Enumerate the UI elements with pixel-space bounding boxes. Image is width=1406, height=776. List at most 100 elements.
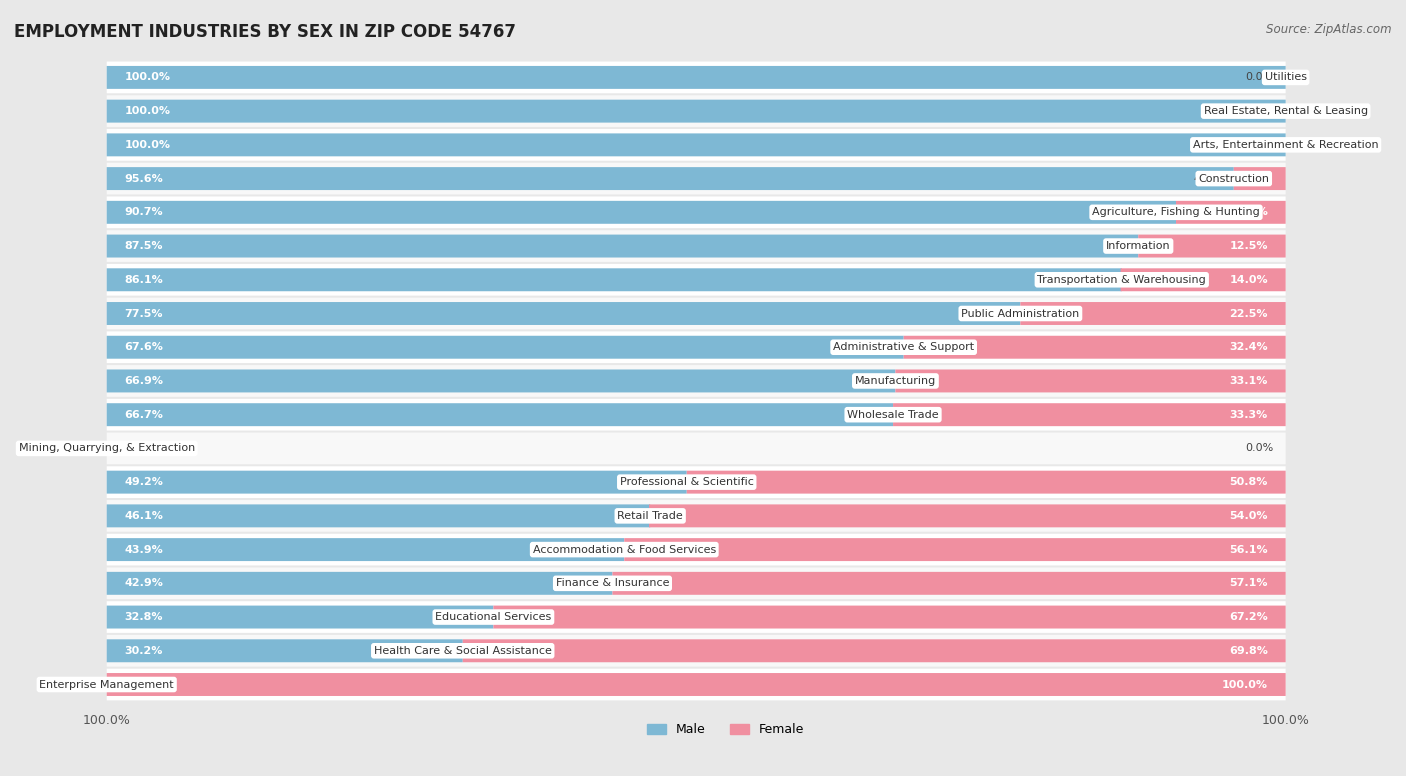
- FancyBboxPatch shape: [107, 572, 613, 594]
- FancyBboxPatch shape: [107, 234, 1139, 258]
- FancyBboxPatch shape: [107, 99, 1285, 123]
- Text: Health Care & Social Assistance: Health Care & Social Assistance: [374, 646, 551, 656]
- FancyBboxPatch shape: [893, 404, 1285, 426]
- Text: 0.0%: 0.0%: [1246, 443, 1274, 453]
- Text: 57.1%: 57.1%: [1229, 578, 1268, 588]
- Text: 90.7%: 90.7%: [124, 207, 163, 217]
- FancyBboxPatch shape: [107, 404, 893, 426]
- Text: 95.6%: 95.6%: [124, 174, 163, 184]
- Text: Source: ZipAtlas.com: Source: ZipAtlas.com: [1267, 23, 1392, 36]
- Text: 0.0%: 0.0%: [1246, 72, 1274, 82]
- Text: Finance & Insurance: Finance & Insurance: [555, 578, 669, 588]
- Text: 54.0%: 54.0%: [1229, 511, 1268, 521]
- FancyBboxPatch shape: [107, 601, 1285, 633]
- Text: 32.8%: 32.8%: [124, 612, 163, 622]
- Text: 46.1%: 46.1%: [124, 511, 163, 521]
- FancyBboxPatch shape: [107, 673, 1285, 696]
- Text: 100.0%: 100.0%: [1222, 680, 1268, 690]
- Text: Construction: Construction: [1198, 174, 1270, 184]
- FancyBboxPatch shape: [107, 133, 1285, 156]
- Text: Enterprise Management: Enterprise Management: [39, 680, 174, 690]
- FancyBboxPatch shape: [107, 669, 1285, 701]
- Text: 66.7%: 66.7%: [124, 410, 163, 420]
- FancyBboxPatch shape: [686, 471, 1285, 494]
- Text: Arts, Entertainment & Recreation: Arts, Entertainment & Recreation: [1192, 140, 1378, 150]
- FancyBboxPatch shape: [107, 163, 1285, 195]
- Text: 0.0%: 0.0%: [118, 680, 146, 690]
- Text: 50.8%: 50.8%: [1230, 477, 1268, 487]
- Text: Public Administration: Public Administration: [962, 309, 1080, 318]
- FancyBboxPatch shape: [494, 605, 1285, 629]
- FancyBboxPatch shape: [107, 95, 1285, 127]
- FancyBboxPatch shape: [1234, 167, 1285, 190]
- FancyBboxPatch shape: [107, 466, 1285, 498]
- Text: 77.5%: 77.5%: [124, 309, 163, 318]
- FancyBboxPatch shape: [107, 129, 1285, 161]
- FancyBboxPatch shape: [107, 196, 1285, 228]
- Text: 100.0%: 100.0%: [124, 106, 170, 116]
- FancyBboxPatch shape: [107, 639, 463, 662]
- FancyBboxPatch shape: [107, 500, 1285, 532]
- FancyBboxPatch shape: [107, 471, 686, 494]
- FancyBboxPatch shape: [624, 538, 1285, 561]
- Text: 67.2%: 67.2%: [1229, 612, 1268, 622]
- Text: Wholesale Trade: Wholesale Trade: [848, 410, 939, 420]
- FancyBboxPatch shape: [107, 635, 1285, 667]
- FancyBboxPatch shape: [1175, 201, 1285, 223]
- FancyBboxPatch shape: [107, 399, 1285, 431]
- Text: Transportation & Warehousing: Transportation & Warehousing: [1038, 275, 1206, 285]
- FancyBboxPatch shape: [107, 268, 1122, 291]
- FancyBboxPatch shape: [463, 639, 1285, 662]
- Text: 33.1%: 33.1%: [1230, 376, 1268, 386]
- FancyBboxPatch shape: [107, 61, 1285, 93]
- FancyBboxPatch shape: [107, 534, 1285, 566]
- FancyBboxPatch shape: [107, 167, 1234, 190]
- Text: 22.5%: 22.5%: [1229, 309, 1268, 318]
- FancyBboxPatch shape: [107, 201, 1175, 223]
- FancyBboxPatch shape: [107, 331, 1285, 363]
- Text: 32.4%: 32.4%: [1229, 342, 1268, 352]
- FancyBboxPatch shape: [107, 538, 624, 561]
- FancyBboxPatch shape: [1139, 234, 1285, 258]
- Text: Agriculture, Fishing & Hunting: Agriculture, Fishing & Hunting: [1092, 207, 1260, 217]
- FancyBboxPatch shape: [107, 365, 1285, 397]
- FancyBboxPatch shape: [904, 336, 1285, 359]
- Text: Mining, Quarrying, & Extraction: Mining, Quarrying, & Extraction: [18, 443, 195, 453]
- FancyBboxPatch shape: [107, 302, 1021, 325]
- Text: 87.5%: 87.5%: [124, 241, 163, 251]
- Text: 30.2%: 30.2%: [124, 646, 163, 656]
- Text: Educational Services: Educational Services: [436, 612, 551, 622]
- Text: 56.1%: 56.1%: [1229, 545, 1268, 555]
- FancyBboxPatch shape: [107, 432, 1285, 464]
- FancyBboxPatch shape: [107, 66, 1285, 89]
- FancyBboxPatch shape: [613, 572, 1285, 594]
- Text: Information: Information: [1107, 241, 1171, 251]
- Text: 0.0%: 0.0%: [118, 443, 146, 453]
- FancyBboxPatch shape: [107, 264, 1285, 296]
- FancyBboxPatch shape: [107, 298, 1285, 329]
- Text: 69.8%: 69.8%: [1229, 646, 1268, 656]
- Text: Retail Trade: Retail Trade: [617, 511, 683, 521]
- FancyBboxPatch shape: [896, 369, 1285, 393]
- FancyBboxPatch shape: [107, 567, 1285, 599]
- FancyBboxPatch shape: [107, 504, 650, 528]
- FancyBboxPatch shape: [107, 230, 1285, 262]
- Text: Real Estate, Rental & Leasing: Real Estate, Rental & Leasing: [1204, 106, 1368, 116]
- Text: 100.0%: 100.0%: [124, 72, 170, 82]
- FancyBboxPatch shape: [650, 504, 1285, 528]
- Text: 14.0%: 14.0%: [1229, 275, 1268, 285]
- Text: 86.1%: 86.1%: [124, 275, 163, 285]
- Text: Professional & Scientific: Professional & Scientific: [620, 477, 754, 487]
- FancyBboxPatch shape: [1021, 302, 1285, 325]
- Text: 12.5%: 12.5%: [1229, 241, 1268, 251]
- FancyBboxPatch shape: [107, 369, 896, 393]
- Legend: Male, Female: Male, Female: [641, 718, 810, 741]
- Text: 42.9%: 42.9%: [124, 578, 163, 588]
- Text: 9.3%: 9.3%: [1237, 207, 1268, 217]
- FancyBboxPatch shape: [107, 336, 904, 359]
- Text: 33.3%: 33.3%: [1230, 410, 1268, 420]
- Text: 43.9%: 43.9%: [124, 545, 163, 555]
- Text: Utilities: Utilities: [1264, 72, 1306, 82]
- Text: 0.0%: 0.0%: [1246, 106, 1274, 116]
- FancyBboxPatch shape: [107, 605, 494, 629]
